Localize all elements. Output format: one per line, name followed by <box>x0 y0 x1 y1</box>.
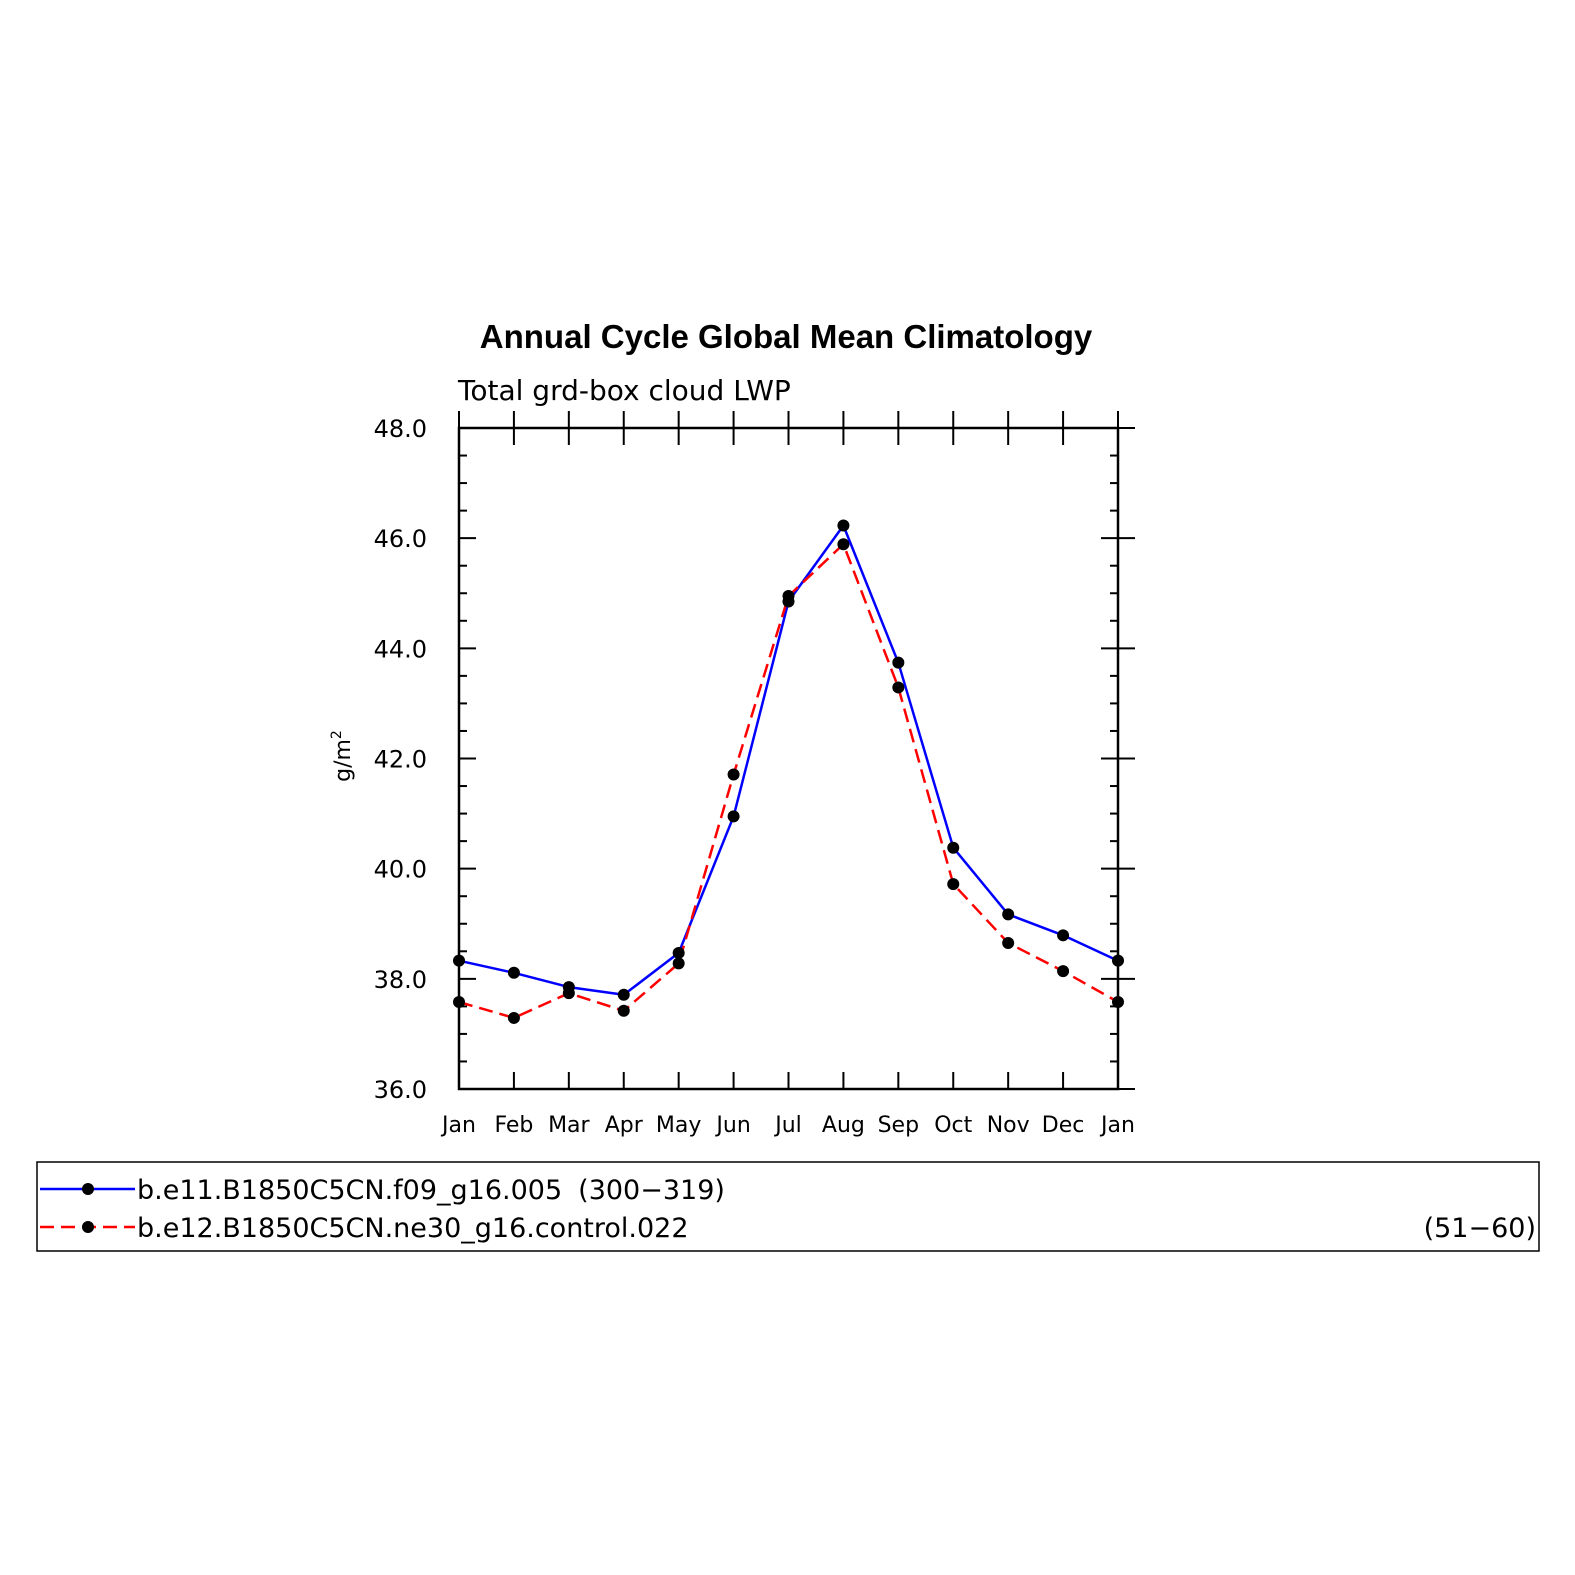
series-1-point <box>617 988 630 1001</box>
legend-label-1: b.e11.B1850C5CN.f09_g16.005 <box>137 1175 562 1206</box>
x-tick-label: Mar <box>548 1113 590 1138</box>
series-1-point <box>837 519 850 532</box>
x-tick-label: Jul <box>773 1113 802 1138</box>
series-1-point <box>1057 929 1070 942</box>
series-2-point <box>782 590 795 603</box>
x-tick-label: Aug <box>822 1113 865 1138</box>
series-layer <box>453 519 1124 1024</box>
x-tick-label: Nov <box>987 1113 1030 1138</box>
y-tick-label: 48.0 <box>374 415 427 443</box>
series-1-point <box>507 966 520 979</box>
series-1-point <box>453 954 465 967</box>
x-tick-label: Sep <box>878 1113 919 1138</box>
series-2-point <box>562 987 575 1000</box>
series-2-point <box>1002 937 1015 950</box>
series-2-point <box>1057 965 1070 978</box>
y-axis-label: g/m2 <box>329 730 356 782</box>
series-1-point <box>1112 954 1124 967</box>
series-1-point <box>727 810 740 823</box>
legend-marker-1 <box>82 1183 94 1195</box>
series-2-point <box>727 768 740 781</box>
x-tick-label: May <box>656 1113 701 1138</box>
series-2-point <box>453 995 465 1008</box>
x-tick-label: Dec <box>1042 1113 1085 1138</box>
series-2-point <box>1112 995 1124 1008</box>
series-1-point <box>1002 908 1015 921</box>
y-tick-label: 38.0 <box>374 966 427 994</box>
y-tick-label: 44.0 <box>374 635 427 663</box>
chart-subtitle: Total grd-box cloud LWP <box>457 374 791 407</box>
series-1-point <box>892 656 905 669</box>
y-tick-label: 36.0 <box>374 1076 427 1104</box>
y-axis-label-exponent: 2 <box>329 730 345 739</box>
series-2-point <box>672 957 685 970</box>
y-tick-label: 40.0 <box>374 856 427 884</box>
series-2-point <box>617 1004 630 1017</box>
x-tick-label: Apr <box>605 1113 644 1138</box>
legend-years-1: (300−319) <box>578 1175 725 1206</box>
series-1-point <box>947 841 960 854</box>
x-tick-label: Jan <box>1099 1113 1135 1138</box>
legend: b.e11.B1850C5CN.f09_g16.005 b.e12.B1850C5… <box>36 1161 1540 1252</box>
series-2-point <box>892 681 905 694</box>
series-2-point <box>837 538 850 551</box>
x-tick-label: Jun <box>714 1113 750 1138</box>
series-2-point <box>507 1011 520 1024</box>
legend-marker-2 <box>82 1221 94 1233</box>
legend-box <box>36 1161 1540 1252</box>
x-tick-label: Feb <box>494 1113 533 1138</box>
y-tick-label: 42.0 <box>374 746 427 774</box>
chart-title: Annual Cycle Global Mean Climatology <box>480 318 1093 355</box>
series-line-2 <box>458 542 1119 1020</box>
legend-years-2: (51−60) <box>1424 1213 1536 1244</box>
x-tick-label: Oct <box>934 1113 972 1138</box>
series-2-point <box>947 878 960 891</box>
series-1-point <box>672 946 685 959</box>
y-axis-label-unit: g/m <box>331 739 356 782</box>
plot-frame <box>457 426 1120 1091</box>
x-tick-label: Jan <box>440 1113 476 1138</box>
legend-label-2: b.e12.B1850C5CN.ne30_g16.control.022 <box>137 1213 689 1244</box>
axes: 36.0 38.0 40.0 42.0 44.0 46.0 48.0 Jan Feb Mar Apr… <box>374 411 1135 1138</box>
y-tick-label: 46.0 <box>374 525 427 553</box>
